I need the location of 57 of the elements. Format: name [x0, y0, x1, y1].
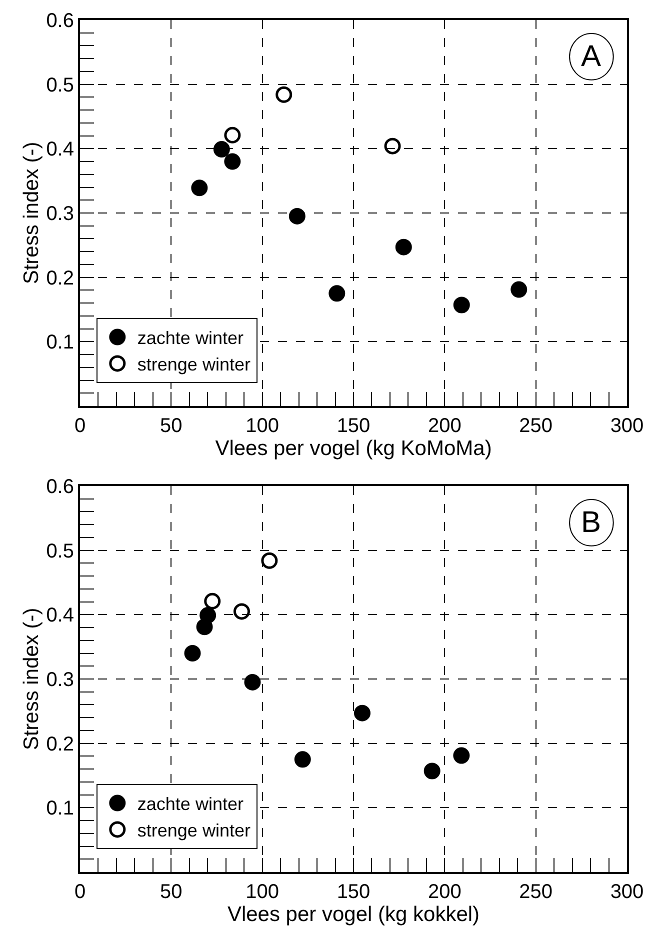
y-tick-label: 0.1 — [46, 332, 74, 354]
point — [224, 153, 241, 170]
y-tick-label: 0.3 — [46, 203, 74, 225]
annotation: B — [581, 506, 602, 539]
legend-label: zachte winter — [137, 328, 244, 348]
point — [328, 285, 346, 302]
point — [261, 552, 278, 569]
x-tick-label: 250 — [519, 881, 553, 903]
y-tick-label: 0.1 — [46, 798, 74, 820]
y-axis-title: Stress index (-) — [20, 608, 43, 750]
point — [294, 751, 311, 768]
point — [204, 592, 221, 610]
point — [453, 296, 470, 314]
y-tick-label: 0.3 — [46, 669, 74, 691]
point — [224, 126, 241, 144]
x-tick-label: 50 — [160, 415, 182, 437]
legend-label: zachte winter — [137, 794, 244, 814]
x-tick-label: 200 — [428, 415, 462, 437]
y-tick-label: 0.5 — [46, 540, 74, 562]
point — [354, 704, 370, 722]
x-axis-title: Vlees per vogel (kg KoMoMa) — [215, 437, 492, 460]
x-tick-label: 0 — [74, 881, 86, 903]
point — [276, 86, 292, 103]
x-tick-label: 250 — [519, 415, 553, 437]
legend-label: strenge winter — [137, 354, 250, 374]
y-axis-title: Stress index (-) — [20, 142, 43, 284]
point — [233, 603, 250, 620]
x-tick-label: 300 — [610, 881, 644, 903]
x-tick-label: 100 — [246, 415, 280, 437]
x-axis-title: Vlees per vogel (kg kokkel) — [227, 903, 480, 926]
point — [510, 281, 528, 298]
point — [288, 208, 306, 224]
y-tick-label: 0.2 — [46, 267, 74, 290]
x-tick-label: 0 — [74, 415, 86, 437]
x-tick-label: 150 — [336, 415, 370, 437]
legend-label: strenge winter — [137, 820, 250, 840]
point — [191, 180, 208, 196]
y-tick-label: 0.2 — [46, 733, 74, 756]
x-tick-label: 300 — [610, 415, 644, 437]
annotation: A — [581, 40, 602, 73]
x-tick-label: 50 — [160, 881, 182, 903]
x-tick-label: 150 — [336, 881, 370, 903]
y-tick-label: 0.4 — [46, 604, 74, 627]
y-tick-label: 0.5 — [46, 74, 74, 96]
x-tick-label: 200 — [428, 881, 462, 903]
point — [395, 238, 412, 256]
point — [453, 747, 470, 764]
y-tick-label: 0.4 — [46, 138, 74, 161]
point — [424, 762, 440, 780]
point — [213, 141, 230, 158]
point — [184, 645, 201, 662]
point — [384, 138, 401, 154]
y-tick-label: 0.6 — [46, 476, 74, 498]
y-tick-label: 0.6 — [46, 10, 74, 32]
x-tick-label: 100 — [246, 881, 280, 903]
point — [200, 607, 216, 624]
point — [244, 674, 261, 690]
